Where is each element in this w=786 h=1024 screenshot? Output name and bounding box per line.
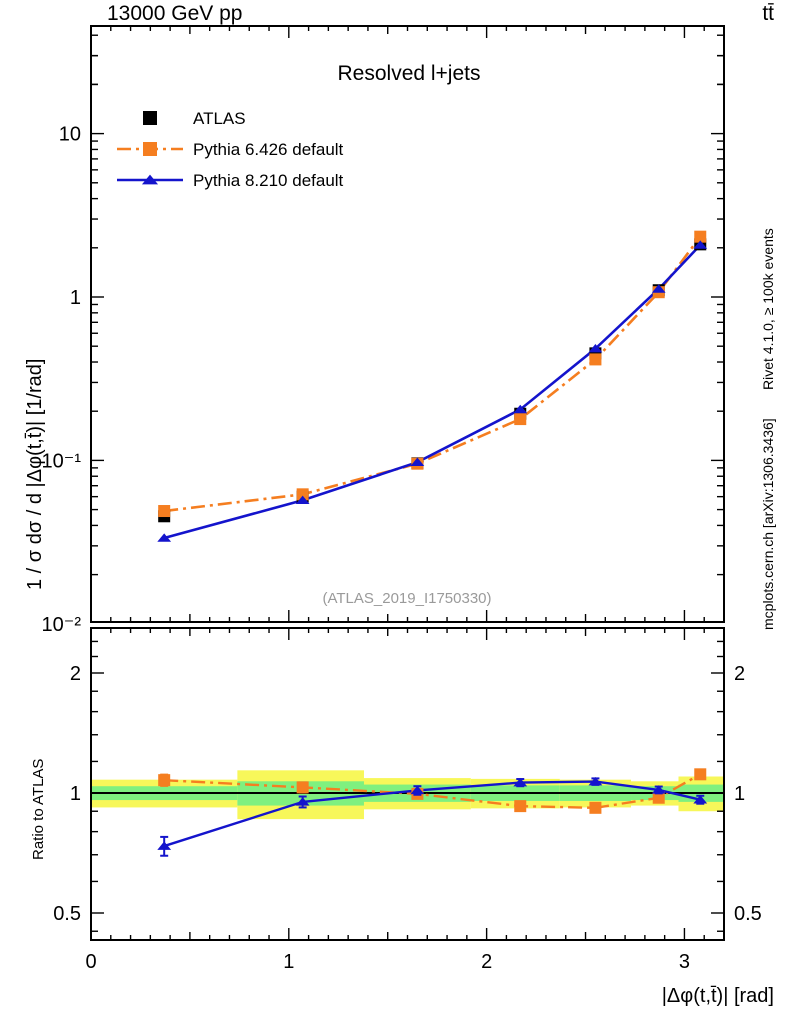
ratio-panel-series <box>157 768 708 857</box>
ratio-marker <box>295 797 310 806</box>
data-marker <box>589 353 602 366</box>
legend: ATLAS Pythia 6.426 default Pythia 8.210 de… <box>117 109 344 190</box>
main-y-tick-label: 1 <box>70 287 81 309</box>
axis-ticks <box>90 26 724 940</box>
legend-label: Pythia 8.210 default <box>193 171 344 190</box>
plot-title: Resolved l+jets <box>338 62 481 85</box>
main-y-tick-label: 10⁻¹ <box>42 450 82 472</box>
series-line <box>164 235 702 513</box>
data-marker <box>514 413 527 426</box>
ratio-marker <box>513 777 528 787</box>
data-marker <box>588 343 603 353</box>
main-y-tick-label: 10 <box>59 124 81 146</box>
data-marker <box>694 230 707 243</box>
x-tick-label: 2 <box>481 951 492 973</box>
ratio-marker <box>157 841 172 850</box>
data-marker <box>651 284 666 293</box>
ratio-y-tick-label: 2 <box>70 663 81 685</box>
ratio-y-tick-label-right: 0.5 <box>734 903 762 925</box>
x-axis-title: |Δφ(t,t̄)| [rad] <box>661 985 774 1007</box>
series-line <box>163 244 702 540</box>
ratio-marker <box>514 800 527 813</box>
dataset-watermark: (ATLAS_2019_I1750330) <box>322 590 491 607</box>
legend-label: Pythia 6.426 default <box>193 140 344 159</box>
data-marker <box>513 404 528 414</box>
ratio-y-tick-label: 1 <box>70 783 81 805</box>
axis-tick-labels: 10 1 10⁻¹ 10⁻² 2 1 0.5 2 1 0.5 0 1 2 3 <box>42 124 762 973</box>
ratio-marker <box>693 795 708 804</box>
data-marker <box>295 495 310 505</box>
ratio-marker <box>651 785 666 794</box>
annotations: Resolved l+jets (ATLAS_2019_I1750330) <box>322 62 491 607</box>
x-tick-label: 3 <box>679 951 690 973</box>
legend-marker <box>143 142 157 156</box>
ratio-y-tick-label-right: 2 <box>734 663 745 685</box>
x-tick-label: 0 <box>85 951 96 973</box>
legend-marker <box>143 111 157 125</box>
ratio-uncertainty-bands <box>91 770 724 820</box>
header-process-label: tt̄ <box>762 2 774 25</box>
data-marker <box>410 457 425 466</box>
data-marker <box>296 488 309 501</box>
main-panel-series <box>157 230 708 542</box>
ratio-marker <box>158 774 171 787</box>
ratio-y-tick-label-right: 1 <box>734 783 745 805</box>
ratio-marker <box>652 791 665 804</box>
header-beam-label: 13000 GeV pp <box>107 2 243 25</box>
main-y-tick-label: 10⁻² <box>42 614 82 636</box>
x-tick-label: 1 <box>283 951 294 973</box>
ratio-marker <box>589 801 602 814</box>
ratio-y-tick-label: 0.5 <box>53 903 81 925</box>
ratio-marker <box>296 781 309 794</box>
ratio-marker <box>694 768 707 781</box>
legend-label: ATLAS <box>193 109 246 128</box>
data-marker <box>158 505 171 518</box>
ratio-marker <box>588 776 603 786</box>
data-marker <box>157 533 172 542</box>
legend-marker <box>141 174 159 185</box>
data-marker <box>693 240 708 249</box>
ratio-marker <box>410 785 425 795</box>
